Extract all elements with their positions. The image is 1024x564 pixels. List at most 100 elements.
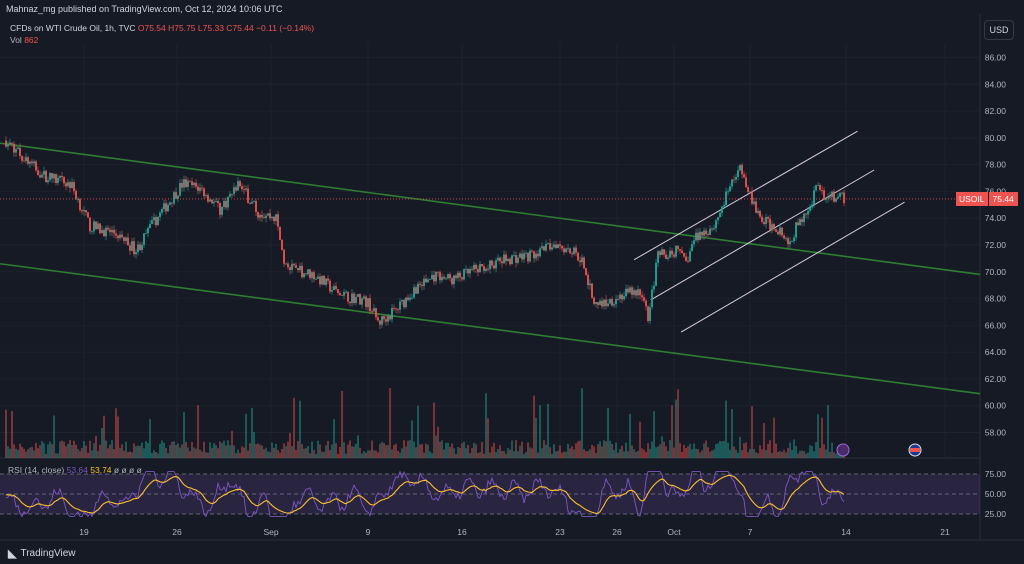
volume-bar [355, 443, 357, 458]
volume-bar [79, 451, 81, 458]
candle-body [149, 223, 151, 229]
candle-body [489, 260, 491, 270]
candle-body [257, 212, 259, 218]
candle-body [563, 248, 565, 253]
candle-body [55, 174, 57, 183]
candle-body [483, 266, 485, 271]
candle-body [739, 164, 741, 171]
volume-bar [191, 442, 193, 458]
event-icons[interactable] [836, 443, 922, 457]
volume-bar [201, 451, 203, 458]
volume-bar [443, 449, 445, 458]
currency-button[interactable]: USD [984, 20, 1014, 40]
volume-bar [547, 403, 549, 458]
volume-bar [295, 449, 297, 458]
candle-body [581, 257, 583, 263]
volume-bar [325, 445, 327, 458]
volume-bar [83, 441, 85, 458]
volume-bar [219, 441, 221, 458]
volume-bar [631, 445, 633, 458]
candle-body [333, 286, 335, 290]
volume-bar [609, 440, 611, 458]
symbol-name[interactable]: CFDs on WTI Crude Oil, 1h, TVC [10, 23, 136, 33]
time-tick-label: 9 [366, 527, 371, 537]
volume-bar [327, 440, 329, 458]
volume-bar [687, 446, 689, 458]
volume-bar [657, 446, 659, 458]
volume-bar [477, 453, 479, 458]
candle-body [487, 268, 489, 270]
volume-bar [257, 443, 259, 458]
candle-body [99, 223, 101, 234]
volume-bar [151, 452, 153, 458]
candle-body [749, 191, 751, 193]
volume-bar [199, 449, 201, 458]
candle-body [603, 299, 605, 307]
candle-body [161, 209, 163, 213]
volume-bar [185, 441, 187, 458]
candle-body [677, 245, 679, 249]
candle-body [19, 147, 21, 157]
candle-body [655, 262, 657, 286]
candle-body [85, 210, 87, 213]
volume-bar [617, 452, 619, 458]
candle-body [815, 185, 817, 191]
volume-bar [441, 440, 443, 458]
candle-body [791, 241, 793, 242]
candle-body [707, 234, 709, 236]
candle-body [109, 229, 111, 233]
candle-body [315, 278, 317, 280]
volume-bar [711, 450, 713, 458]
volume-bar [117, 416, 119, 458]
volume-bar [775, 443, 777, 458]
candle-body [189, 180, 191, 182]
volume-bar [503, 450, 505, 458]
price-tick-label: 78.00 [985, 160, 1007, 170]
volume-bar [575, 443, 577, 458]
volume-bar [651, 441, 653, 458]
volume-bar [395, 443, 397, 458]
volume-bar [549, 447, 551, 458]
candle-body [119, 234, 121, 239]
candle-body [393, 307, 395, 309]
volume-bar [653, 411, 655, 458]
candle-body [761, 216, 763, 222]
candle-body [609, 298, 611, 304]
volume-bar [353, 446, 355, 458]
volume-bar [157, 453, 159, 458]
candle-body [719, 212, 721, 218]
volume-bar [685, 447, 687, 458]
candle-body [813, 190, 815, 205]
volume-bar [517, 451, 519, 458]
rsi-legend[interactable]: RSI (14, close) 53.64 53.74 ø ø ø ø [8, 465, 142, 475]
volume-bar [799, 450, 801, 458]
volume-bar [153, 450, 155, 458]
candle-body [229, 193, 231, 197]
volume-bar [641, 448, 643, 458]
price-tick-label: 62.00 [985, 374, 1007, 384]
volume-bar [61, 440, 63, 458]
tradingview-logo[interactable]: ◣ TradingView [8, 547, 76, 560]
volume-bar [543, 440, 545, 458]
time-tick-label: 26 [172, 527, 182, 537]
candle-body [801, 219, 803, 223]
candle-body [665, 254, 667, 259]
rsi-placeholders: ø ø ø ø [113, 465, 142, 475]
candle-body [399, 301, 401, 310]
candle-body [425, 278, 427, 283]
candle-body [477, 268, 479, 273]
candle-body [111, 229, 113, 233]
candle-body [705, 230, 707, 235]
candle-body [737, 170, 739, 178]
candle-body [437, 271, 439, 273]
volume-bar [727, 442, 729, 458]
volume-bar [553, 444, 555, 458]
volume-bar [589, 449, 591, 458]
volume-bar [363, 451, 365, 458]
candle-body [77, 199, 79, 201]
volume-bar [785, 452, 787, 458]
candle-body [191, 181, 193, 186]
candle-body [515, 255, 517, 263]
candle-body [279, 226, 281, 240]
